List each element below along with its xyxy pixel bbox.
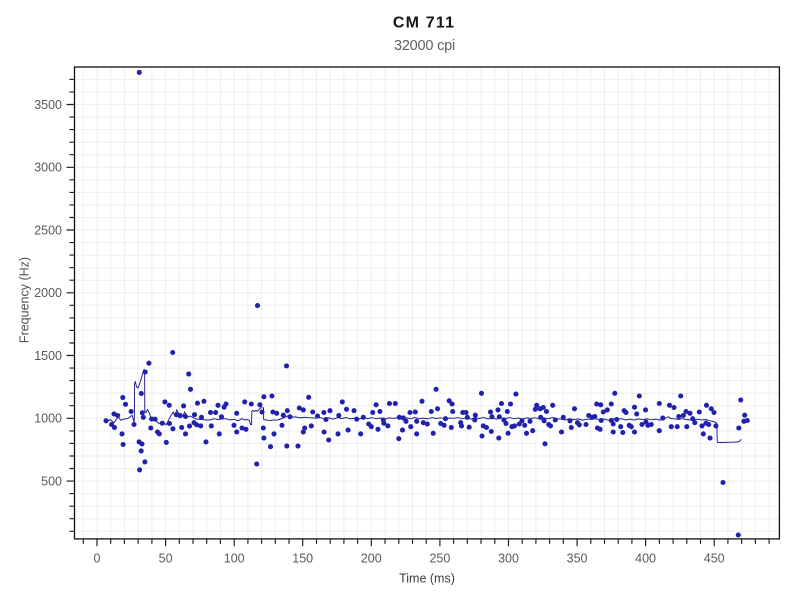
svg-text:3000: 3000 xyxy=(34,161,62,175)
svg-text:450: 450 xyxy=(704,552,725,566)
svg-text:Frequency (Hz): Frequency (Hz) xyxy=(18,257,32,343)
svg-text:0: 0 xyxy=(94,552,101,566)
svg-text:1500: 1500 xyxy=(34,349,62,363)
svg-text:200: 200 xyxy=(361,552,382,566)
svg-text:3500: 3500 xyxy=(34,98,62,112)
svg-text:300: 300 xyxy=(498,552,519,566)
svg-text:100: 100 xyxy=(224,552,245,566)
svg-text:400: 400 xyxy=(635,552,656,566)
svg-text:2000: 2000 xyxy=(34,286,62,300)
svg-text:2500: 2500 xyxy=(34,223,62,237)
svg-text:CM 711: CM 711 xyxy=(393,15,455,32)
svg-text:250: 250 xyxy=(429,552,450,566)
svg-text:150: 150 xyxy=(292,552,313,566)
svg-text:1000: 1000 xyxy=(34,412,62,426)
svg-text:50: 50 xyxy=(159,552,173,566)
svg-text:32000 cpi: 32000 cpi xyxy=(394,38,455,54)
svg-text:500: 500 xyxy=(41,474,62,488)
svg-text:Time (ms): Time (ms) xyxy=(399,572,455,586)
svg-text:350: 350 xyxy=(567,552,588,566)
